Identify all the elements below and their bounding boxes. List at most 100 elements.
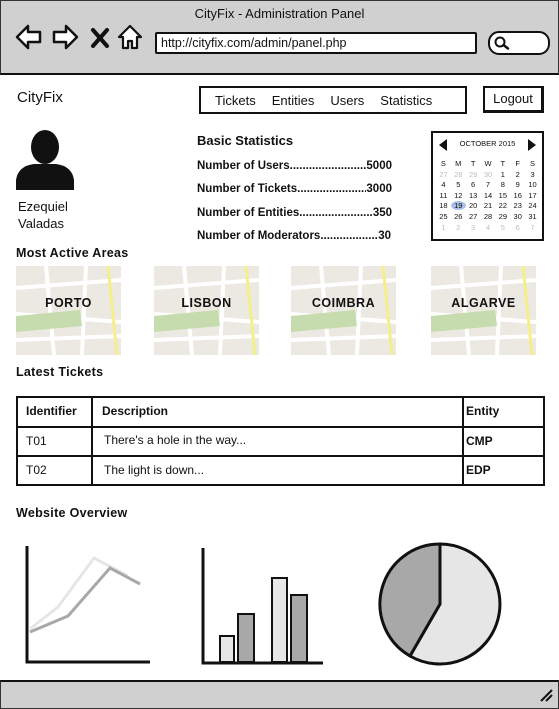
- user-first-name: Ezequiel: [18, 199, 68, 214]
- col-header-entity[interactable]: Entity: [466, 404, 500, 418]
- calendar-day[interactable]: 28: [483, 211, 493, 221]
- stat-label: Number of Entities: [197, 207, 300, 219]
- calendar-next-icon[interactable]: [527, 138, 537, 152]
- calendar-weekday: T: [500, 159, 506, 168]
- area-card-coimbra[interactable]: COIMBRA: [291, 266, 396, 355]
- calendar-day[interactable]: 16: [513, 190, 522, 200]
- calendar-day[interactable]: 5: [456, 180, 461, 190]
- stat-row-moderators: Number of Moderators 30: [197, 230, 391, 242]
- calendar-day[interactable]: 22: [498, 201, 508, 211]
- nav-item-users[interactable]: Users: [330, 92, 365, 108]
- calendar-day[interactable]: 15: [498, 190, 508, 200]
- calendar-month: OCTOBER 2015: [459, 139, 516, 148]
- user-name: Ezequiel Valadas: [18, 198, 68, 232]
- calendar-day[interactable]: 1: [441, 222, 446, 232]
- area-card-lisbon[interactable]: LISBON: [154, 266, 259, 355]
- nav-item-tickets[interactable]: Tickets: [215, 92, 256, 108]
- calendar-day[interactable]: 4: [441, 180, 446, 190]
- calendar-day[interactable]: 2: [456, 222, 461, 232]
- calendar-day[interactable]: 8: [500, 180, 505, 190]
- calendar-day[interactable]: 29: [468, 169, 478, 179]
- overview-title: Website Overview: [16, 506, 128, 520]
- nav-item-statistics[interactable]: Statistics: [380, 92, 433, 108]
- calendar-day[interactable]: 3: [471, 222, 476, 232]
- calendar-day[interactable]: 17: [528, 190, 537, 200]
- calendar-day[interactable]: 18: [439, 201, 448, 211]
- calendar-day[interactable]: 28: [454, 169, 463, 179]
- calendar-day[interactable]: 25: [439, 211, 448, 221]
- calendar-day[interactable]: 27: [439, 169, 448, 179]
- calendar-day[interactable]: 9: [515, 180, 520, 190]
- area-card-algarve[interactable]: ALGARVE: [431, 266, 536, 355]
- col-header-identifier[interactable]: Identifier: [26, 404, 77, 418]
- calendar-day[interactable]: 14: [483, 190, 493, 200]
- calendar-weekday: T: [470, 159, 476, 168]
- stat-value: 30: [378, 230, 391, 242]
- stat-value: 3000: [366, 183, 392, 195]
- calendar-weekday: S: [440, 159, 446, 168]
- calendar-day[interactable]: 21: [483, 201, 493, 211]
- calendar-day[interactable]: 30: [513, 211, 522, 221]
- area-card-porto[interactable]: PORTO: [16, 266, 121, 355]
- user-avatar-icon: [16, 130, 74, 190]
- calendar-day[interactable]: 5: [500, 222, 505, 232]
- brand-logo-text[interactable]: CityFix: [17, 89, 63, 106]
- line-chart-series-dark: [29, 566, 141, 634]
- pie-chart-thumbnail: [378, 542, 502, 666]
- nav-item-entities[interactable]: Entities: [271, 92, 315, 108]
- forward-arrow-icon[interactable]: [52, 22, 80, 52]
- calendar-day[interactable]: 30: [483, 169, 493, 179]
- stat-label: Number of Users: [197, 160, 290, 172]
- stat-label: Number of Tickets: [197, 183, 298, 195]
- calendar-prev-icon[interactable]: [438, 138, 448, 152]
- stat-value: 350: [372, 207, 392, 219]
- resize-grip-icon[interactable]: [539, 688, 553, 702]
- home-icon[interactable]: [116, 22, 144, 52]
- calendar-day[interactable]: 20: [468, 201, 478, 211]
- calendar-day[interactable]: 12: [454, 190, 463, 200]
- calendar-day[interactable]: 11: [439, 190, 448, 200]
- table-row[interactable]: T01 There's a hole in the way... CMP: [18, 428, 543, 455]
- calendar-day[interactable]: 6: [515, 222, 520, 232]
- map-image: [291, 266, 396, 355]
- calendar-day[interactable]: 2: [515, 169, 520, 179]
- calendar-weekday: S: [530, 159, 536, 168]
- calendar-day[interactable]: 10: [528, 180, 537, 190]
- pie-chart-slice: [407, 542, 502, 666]
- calendar-day[interactable]: 23: [513, 201, 522, 211]
- calendar-day[interactable]: 31: [528, 211, 537, 221]
- browser-status-bar: [0, 680, 559, 709]
- calendar-day[interactable]: 1: [500, 169, 505, 179]
- area-label: ALGARVE: [451, 296, 516, 310]
- calendar-day[interactable]: 7: [485, 180, 491, 190]
- calendar-day[interactable]: 19: [450, 201, 466, 211]
- url-field[interactable]: http://cityfix.com/admin/panel.php: [155, 32, 477, 54]
- calendar-day[interactable]: 27: [468, 211, 478, 221]
- calendar-day[interactable]: 3: [530, 169, 535, 179]
- pie-chart-slice: [378, 542, 442, 659]
- stats-title: Basic Statistics: [197, 133, 294, 148]
- calendar-day[interactable]: 24: [528, 201, 537, 211]
- col-header-description[interactable]: Description: [102, 404, 169, 418]
- calendar-day[interactable]: 26: [454, 211, 463, 221]
- map-image: [16, 266, 121, 355]
- calendar-day[interactable]: 6: [471, 180, 476, 190]
- calendar-day[interactable]: 7: [530, 222, 535, 232]
- table-row[interactable]: T02 The light is down... EDP: [18, 457, 543, 484]
- stat-value: 5000: [366, 160, 392, 172]
- area-label: PORTO: [45, 296, 92, 310]
- bar-chart-bar: [237, 613, 255, 663]
- bar-chart-bar: [290, 594, 308, 663]
- calendar-day[interactable]: 4: [485, 222, 491, 232]
- line-chart-axes: [25, 546, 150, 664]
- calendar-grid: S M T W T F S 27 28 29 30 1 2 3 4 5 6 7 8 9 10 11 12 13 14 15 16 17…: [436, 159, 540, 232]
- main-nav: Tickets Entities Users Statistics: [199, 86, 467, 114]
- calendar-day[interactable]: 13: [468, 190, 478, 200]
- ticket-entity: EDP: [466, 463, 491, 477]
- calendar-day[interactable]: 29: [498, 211, 508, 221]
- back-arrow-icon[interactable]: [14, 22, 42, 52]
- area-label: LISBON: [181, 296, 232, 310]
- logout-button[interactable]: Logout: [483, 86, 544, 113]
- close-icon[interactable]: [88, 22, 112, 52]
- browser-search-field[interactable]: [488, 31, 550, 55]
